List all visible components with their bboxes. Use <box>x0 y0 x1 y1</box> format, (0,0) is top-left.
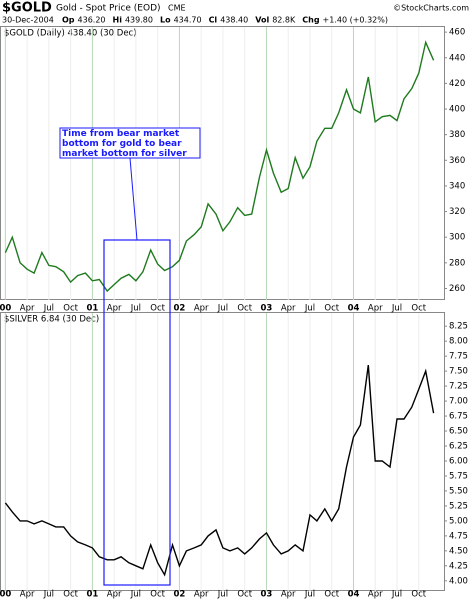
y-tick-label: 340 <box>449 181 465 191</box>
x-tick-label: Jul <box>43 590 54 600</box>
callout: Time from bear market bottom for gold to… <box>62 129 187 159</box>
x-tick-label: Jul <box>391 590 402 600</box>
x-tick-label: 01 <box>86 590 98 600</box>
x-tick-label: Jul <box>304 590 315 600</box>
stat-label: Cl <box>209 16 218 25</box>
x-tick-label: Apr <box>281 590 296 600</box>
x-tick-label: Apr <box>368 590 383 600</box>
x-tick-label: Jul <box>304 304 315 314</box>
plots: $GOLD (Daily) 438.40 (30 Dec)26028030032… <box>0 27 468 600</box>
callout-box <box>59 127 201 159</box>
y-tick-label: 8.00 <box>449 337 468 347</box>
x-tick-label: Oct <box>150 304 165 314</box>
x-tick-label: 03 <box>261 590 273 600</box>
y-tick-label: 5.25 <box>449 501 468 511</box>
copyright: ©StockCharts.com <box>393 4 469 13</box>
exchange: CME <box>168 4 186 13</box>
x-tick-label: Apr <box>368 304 383 314</box>
y-tick-label: 7.75 <box>449 352 468 362</box>
price-line <box>4 365 435 577</box>
x-tick-label: 01 <box>86 304 98 314</box>
y-tick-label: 7.00 <box>449 397 468 407</box>
panel-label: $SILVER 6.84 (30 Dec) <box>4 315 99 325</box>
x-tick-label: Apr <box>194 304 209 314</box>
x-tick-label: Oct <box>324 590 339 600</box>
y-tick-label: 420 <box>449 79 465 89</box>
x-tick-label: Apr <box>281 304 296 314</box>
x-tick-label: Oct <box>63 590 78 600</box>
stats: Op 436.20 Hi 439.80 Lo 434.70 Cl 438.40 Vol 82.8K… <box>62 16 388 25</box>
x-tick-label: 00 <box>0 590 11 600</box>
y-tick-label: 300 <box>449 233 465 243</box>
stat-value: 436.20 <box>78 16 106 25</box>
x-tick-label: Jul <box>130 304 141 314</box>
y-tick-label: 280 <box>449 258 465 268</box>
annotation: Time from bear market bottom for gold to… <box>62 129 187 159</box>
x-tick-label: Oct <box>150 590 165 600</box>
callout-line <box>129 157 138 241</box>
y-tick-label: 400 <box>449 105 465 115</box>
x-tick-label: Oct <box>324 304 339 314</box>
y-tick-label: 6.25 <box>449 442 468 452</box>
y-tick-label: 4.75 <box>449 531 468 541</box>
symbol-name: Gold - Spot Price (EOD) <box>56 4 161 14</box>
stat-value: 439.80 <box>125 16 153 25</box>
y-tick-label: 380 <box>449 130 465 140</box>
x-tick-label: 04 <box>348 590 360 600</box>
y-tick-label: 7.50 <box>449 367 468 377</box>
y-tick-label: 260 <box>449 284 465 294</box>
stat-value: 82.8K <box>272 16 296 25</box>
x-tick-label: Oct <box>411 590 426 600</box>
stat-label: Hi <box>113 16 123 25</box>
y-tick-label: 460 <box>449 28 465 38</box>
x-tick-label: Jul <box>130 590 141 600</box>
y-tick-label: 5.00 <box>449 516 468 526</box>
x-tick-label: Oct <box>237 590 252 600</box>
y-tick-label: 320 <box>449 207 465 217</box>
x-tick-label: Apr <box>20 304 35 314</box>
x-tick-label: Oct <box>411 304 426 314</box>
y-tick-label: 8.25 <box>449 322 468 332</box>
x-tick-label: Jul <box>217 590 228 600</box>
y-tick-label: 440 <box>449 53 465 63</box>
y-tick-label: 5.50 <box>449 486 468 496</box>
stat-value: +1.40 (+0.32%) <box>323 16 388 25</box>
x-tick-label: 03 <box>261 304 273 314</box>
x-tick-label: 02 <box>173 590 185 600</box>
stat-value: 438.40 <box>220 16 248 25</box>
y-tick-label: 4.25 <box>449 561 468 571</box>
x-tick-label: Apr <box>20 590 35 600</box>
y-tick-label: 4.00 <box>449 576 468 586</box>
y-tick-label: 7.25 <box>449 382 468 392</box>
x-tick-label: 00 <box>0 304 11 314</box>
y-tick-label: 4.50 <box>449 546 468 556</box>
price-line <box>4 40 435 293</box>
x-tick-label: Oct <box>237 304 252 314</box>
x-tick-label: 04 <box>348 304 360 314</box>
x-tick-label: Apr <box>107 590 122 600</box>
stat-label: Lo <box>160 16 171 25</box>
y-tick-label: 6.00 <box>449 456 468 466</box>
x-tick-label: Apr <box>107 304 122 314</box>
x-tick-label: Oct <box>63 304 78 314</box>
x-tick-label: Apr <box>194 590 209 600</box>
y-tick-label: 6.50 <box>449 427 468 437</box>
y-tick-label: 5.75 <box>449 471 468 481</box>
y-tick-label: 360 <box>449 156 465 166</box>
symbol: $GOLD <box>2 1 52 16</box>
stat-value: 434.70 <box>174 16 202 25</box>
x-tick-label: 02 <box>173 304 185 314</box>
stat-label: Chg <box>302 16 320 25</box>
stat-label: Vol <box>255 16 269 25</box>
x-tick-label: Jul <box>43 304 54 314</box>
y-tick-label: 6.75 <box>449 412 468 422</box>
date: 30-Dec-2004 <box>2 16 54 25</box>
x-tick-label: Jul <box>391 304 402 314</box>
x-tick-label: Jul <box>217 304 228 314</box>
stat-label: Op <box>62 16 75 25</box>
